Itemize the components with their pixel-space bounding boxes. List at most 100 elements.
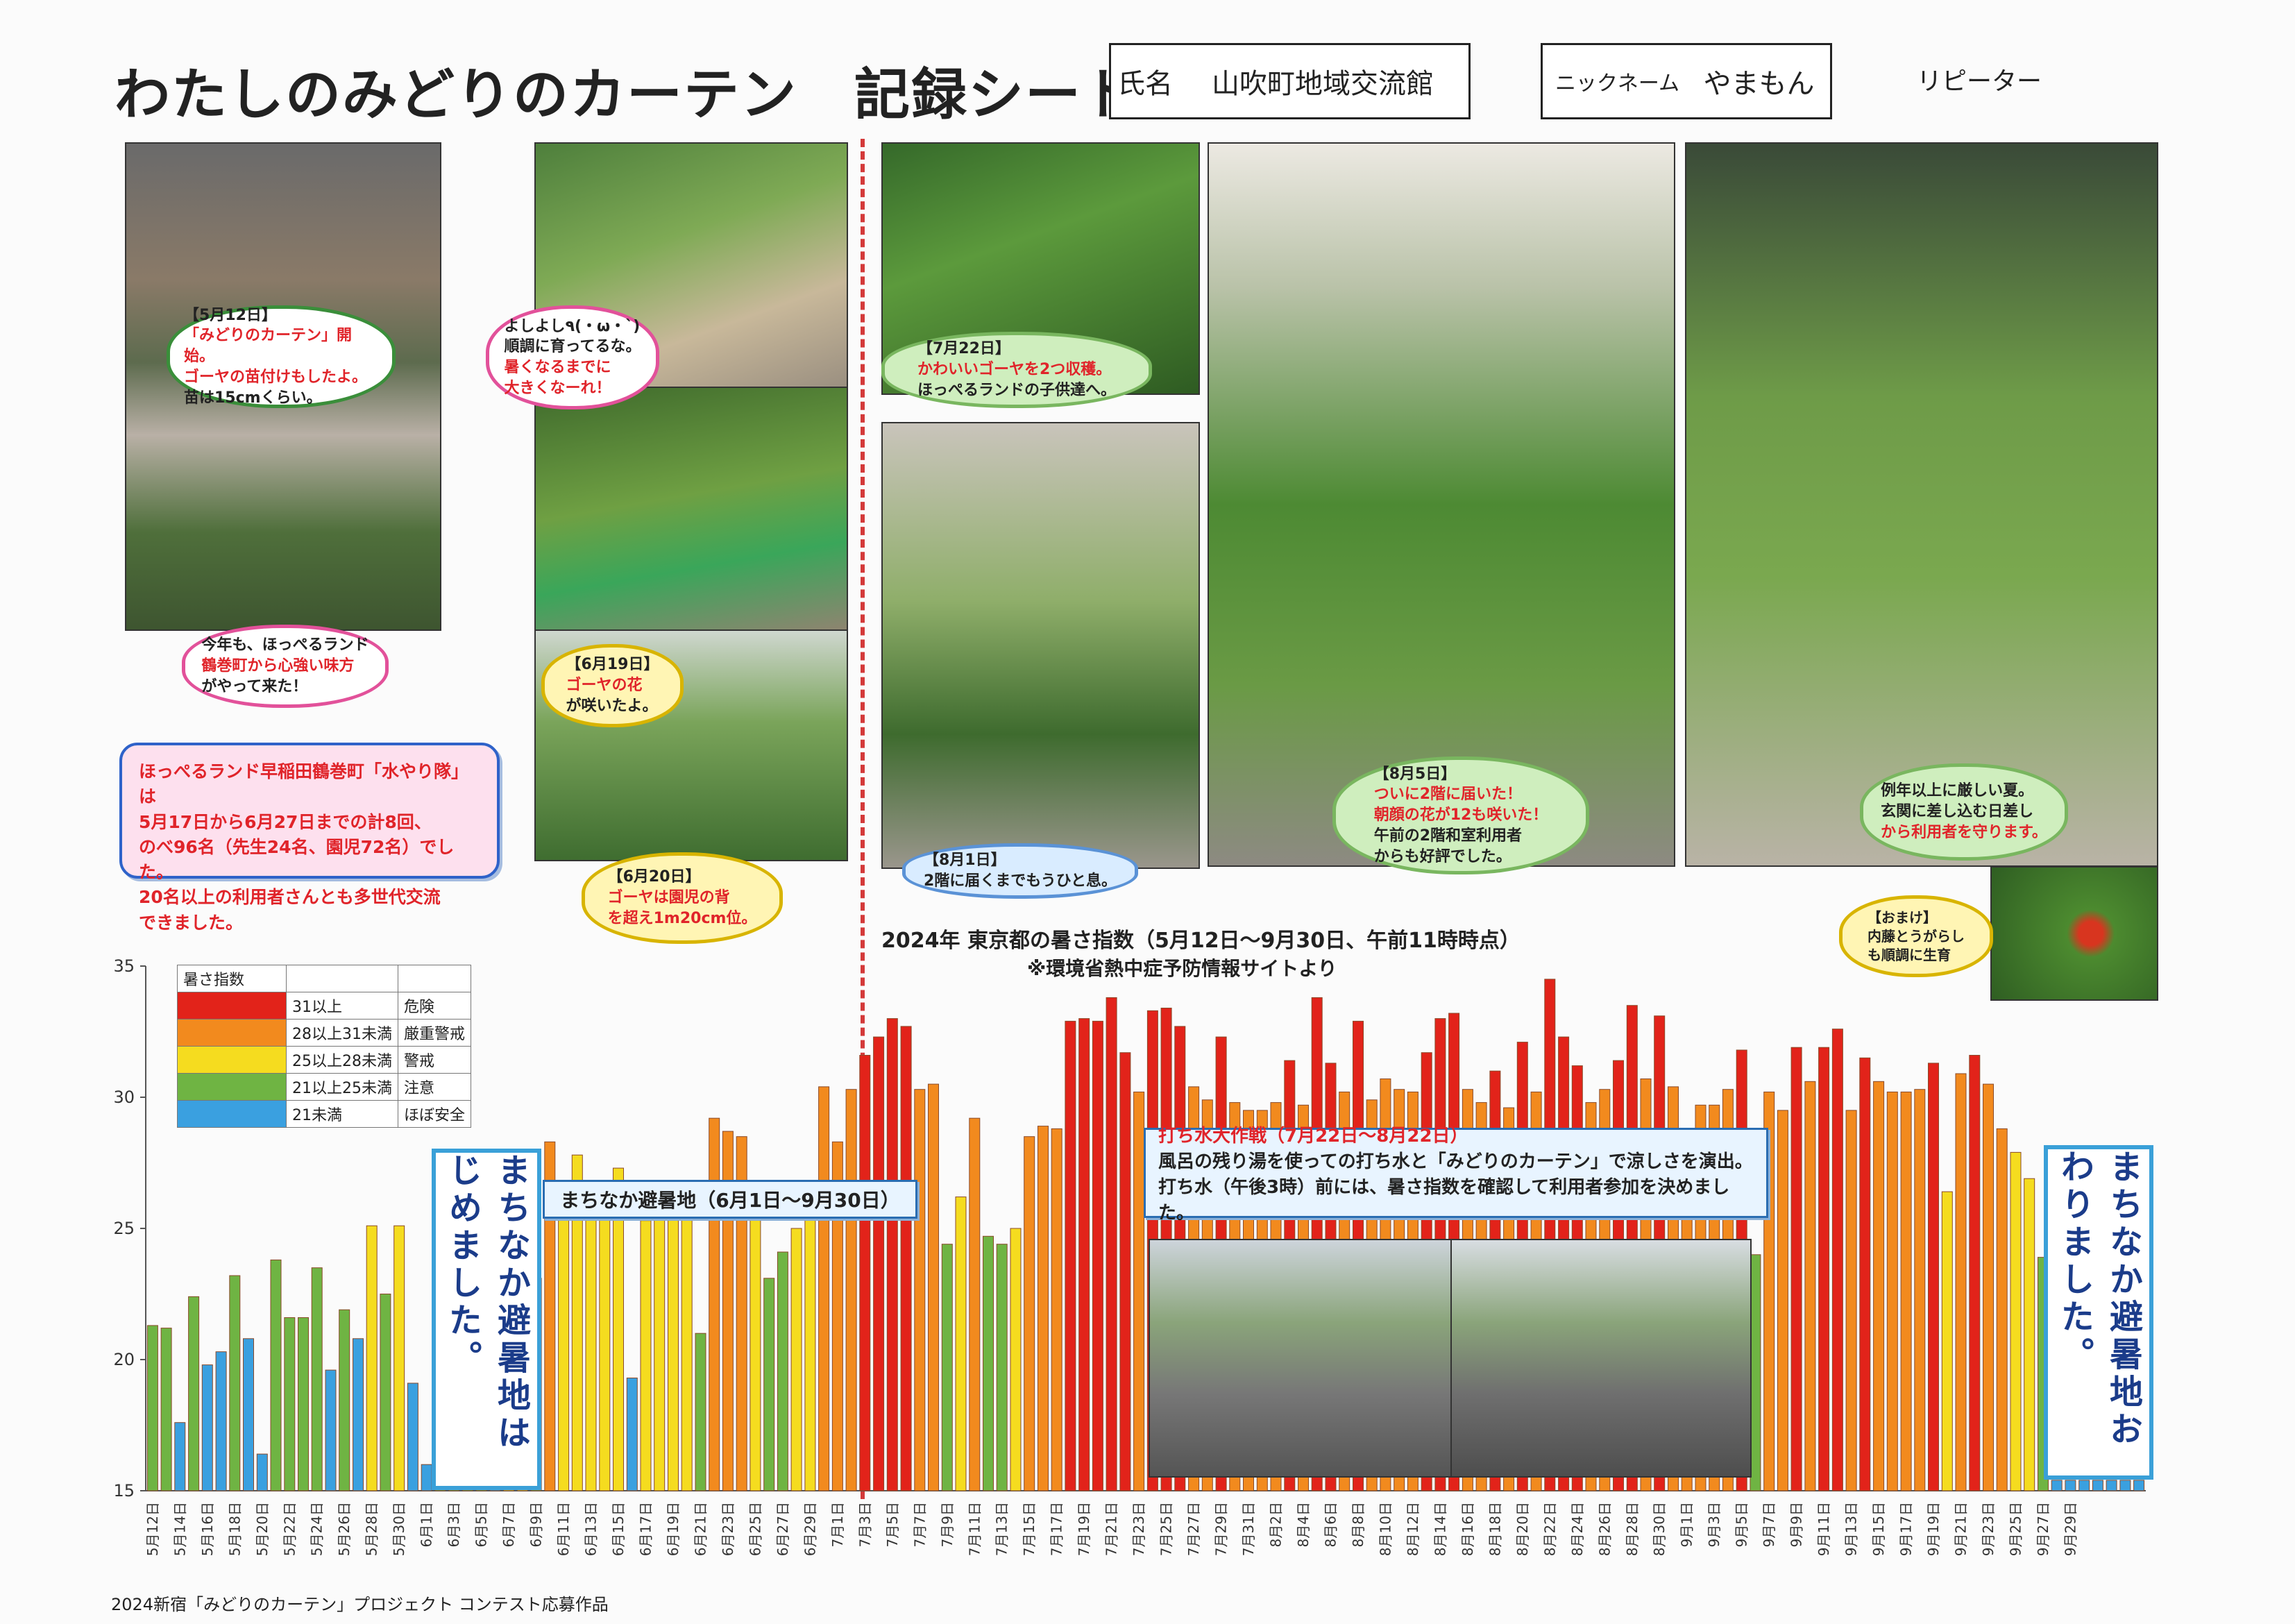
wbgt-bar — [188, 1296, 200, 1491]
section-divider — [861, 139, 865, 1499]
wbgt-bar — [599, 1215, 611, 1491]
wbgt-bar — [1790, 1047, 1802, 1491]
x-tick-label: 9月3日 — [1706, 1502, 1722, 1547]
wbgt-bar — [763, 1278, 775, 1491]
wbgt-bar — [750, 1196, 761, 1491]
x-tick-label: 8月12日 — [1405, 1502, 1421, 1556]
wbgt-bar — [955, 1196, 967, 1491]
footer-note: 2024新宿「みどりのカーテン」プロジェクト コンテスト応募作品 — [111, 1595, 609, 1614]
x-tick-label: 7月15日 — [1021, 1502, 1038, 1556]
x-tick-label: 8月24日 — [1569, 1502, 1586, 1556]
x-tick-label: 5月14日 — [171, 1502, 188, 1556]
photo-kids — [534, 387, 848, 632]
wbgt-bar — [325, 1369, 337, 1491]
wbgt-bar — [1750, 1254, 1761, 1491]
x-tick-label: 7月21日 — [1103, 1502, 1120, 1556]
x-tick-label: 6月1日 — [418, 1502, 435, 1547]
x-tick-label: 9月19日 — [1925, 1502, 1942, 1556]
wbgt-bar — [2024, 1178, 2035, 1491]
legend-swatch-safe — [177, 1100, 287, 1128]
wbgt-bar — [1969, 1055, 1981, 1491]
x-tick-label: 8月8日 — [1350, 1502, 1366, 1547]
wbgt-bar — [1051, 1128, 1062, 1491]
x-tick-label: 6月7日 — [500, 1502, 517, 1547]
wbgt-bar — [983, 1235, 994, 1491]
nickname-value: やまもん — [1688, 43, 1832, 119]
photo-uchimizu-2 — [1450, 1239, 1752, 1478]
x-tick-label: 9月5日 — [1734, 1502, 1750, 1547]
wbgt-bar — [2119, 1480, 2131, 1491]
x-tick-label: 8月2日 — [1268, 1502, 1285, 1547]
x-tick-label: 6月5日 — [473, 1502, 490, 1547]
wbgt-bar — [1955, 1073, 1967, 1491]
x-tick-label: 8月20日 — [1514, 1502, 1531, 1556]
x-tick-label: 8月22日 — [1541, 1502, 1558, 1556]
caption-jun20: 【6月20日】 ゴーヤは園児の背 を超え1m20cm位。 — [582, 852, 783, 944]
x-tick-label: 9月29日 — [2062, 1502, 2078, 1556]
x-tick-label: 7月9日 — [939, 1502, 956, 1547]
wbgt-bar — [941, 1244, 953, 1491]
wbgt-bar — [298, 1317, 309, 1491]
x-tick-label: 8月6日 — [1323, 1502, 1339, 1547]
wbgt-bar — [201, 1364, 213, 1491]
x-tick-label: 6月19日 — [665, 1502, 681, 1556]
x-tick-label: 6月29日 — [802, 1502, 818, 1556]
wbgt-bar — [804, 1183, 816, 1491]
wbgt-bar — [353, 1338, 364, 1491]
wbgt-bar — [2065, 1480, 2076, 1491]
legend-range: 21未満 — [286, 1100, 398, 1128]
wbgt-bar — [626, 1378, 638, 1491]
wbgt-bar — [1900, 1091, 1912, 1491]
wbgt-bar — [146, 1325, 158, 1491]
wbgt-bar — [1133, 1091, 1145, 1491]
x-tick-label: 5月18日 — [226, 1502, 243, 1556]
x-tick-label: 5月12日 — [144, 1502, 161, 1556]
shelter-banner: まちなか避暑地（6月1日～9月30日） — [543, 1180, 917, 1219]
wbgt-bar — [613, 1167, 624, 1491]
x-tick-label: 6月17日 — [638, 1502, 654, 1556]
x-tick-label: 7月25日 — [1158, 1502, 1175, 1556]
legend-swatch-warning — [177, 1046, 287, 1074]
x-tick-label: 7月7日 — [911, 1502, 928, 1547]
legend-range: 25以上28未満 — [286, 1046, 398, 1074]
wbgt-bar — [1010, 1228, 1022, 1491]
wbgt-bar — [243, 1338, 254, 1491]
nobori-end-flag: まちなか避暑地おわりました。 — [2044, 1145, 2153, 1480]
caption-yoshi: よしよし٩(・ω・`) 順調に育ってるな。 暑くなるまでに 大きくなーれ！ — [486, 305, 659, 409]
x-tick-label: 9月25日 — [2008, 1502, 2024, 1556]
x-tick-label: 5月26日 — [336, 1502, 353, 1556]
photo-peppers — [1990, 866, 2158, 1001]
wbgt-bar — [284, 1317, 296, 1491]
wbgt-bar — [1092, 1020, 1103, 1491]
x-tick-label: 8月16日 — [1459, 1502, 1476, 1556]
legend-header: 暑さ指数 — [177, 965, 287, 992]
wbgt-bar — [996, 1244, 1008, 1491]
wbgt-bar — [544, 1141, 556, 1491]
wbgt-bar — [668, 1215, 679, 1491]
wbgt-bar — [1119, 1052, 1131, 1491]
caption-aug1: 【8月1日】 2階に届くまでもうひと息。 — [902, 843, 1138, 899]
legend-level: 警戒 — [397, 1046, 472, 1074]
caption-jul22: 【7月22日】 かわいいゴーヤを2つ収穫。 ほっぺるランドの子供達へ。 — [881, 332, 1152, 408]
wbgt-bar — [311, 1267, 323, 1491]
caption-bonus: 【おまけ】 内藤とうがらし も順調に生育 — [1839, 895, 1993, 977]
legend-level: 注意 — [397, 1073, 472, 1101]
nobori-start-flag: まちなか避暑地はじめました。 — [432, 1149, 541, 1490]
caption-kids: 今年も、ほっぺるランド 鶴巻町から心強い味方 がやって来た！ — [182, 625, 389, 708]
wbgt-bar — [1038, 1126, 1049, 1491]
x-tick-label: 8月26日 — [1596, 1502, 1613, 1556]
wbgt-bar — [681, 1210, 693, 1491]
caption-aug5: 【8月5日】 ついに2階に届いた！ 朝顔の花が12も咲いた！ 午前の2階和室利用者 から… — [1332, 756, 1589, 874]
wbgt-bar — [1818, 1047, 1830, 1491]
x-tick-label: 9月21日 — [1953, 1502, 1970, 1556]
nickname-label: ニックネーム — [1541, 43, 1694, 119]
legend-swatch-severe — [177, 1019, 287, 1047]
x-tick-label: 5月24日 — [309, 1502, 325, 1556]
chart-subtitle: ※環境省熱中症予防情報サイトより — [1027, 957, 1337, 980]
wbgt-bar — [1024, 1136, 1035, 1491]
wbgt-bar — [1106, 997, 1117, 1491]
repeater-status: リピーター — [1917, 67, 2042, 96]
y-tick-label: 25 — [113, 1219, 135, 1238]
wbgt-bar — [585, 1212, 597, 1491]
legend-swatch-caution — [177, 1073, 287, 1101]
